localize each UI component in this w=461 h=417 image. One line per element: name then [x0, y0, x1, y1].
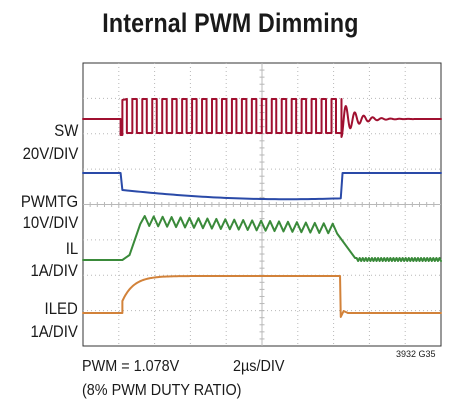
sw-scale-label: 20V/DIV — [22, 144, 78, 163]
il-trace — [82, 215, 442, 262]
pwm-voltage-note: PWM = 1.078V — [82, 358, 180, 375]
il-label: IL — [65, 239, 78, 258]
figure-code: 3932 G35 — [396, 349, 436, 359]
pwmtg-scale-label: 10V/DIV — [22, 213, 78, 232]
iled-trace — [82, 275, 442, 318]
il-scale-label: 1A/DIV — [30, 261, 78, 280]
pwmtg-trace — [82, 172, 442, 201]
sw-label: SW — [53, 121, 78, 140]
sw-trace — [82, 98, 442, 138]
plot-traces — [82, 98, 442, 318]
chart-title: Internal PWM Dimming — [102, 8, 359, 38]
duty-ratio-note: (8% PWM DUTY RATIO) — [82, 382, 242, 399]
iled-scale-label: 1A/DIV — [30, 322, 78, 341]
timebase-note: 2µs/DIV — [233, 358, 285, 375]
plot-grid — [83, 63, 441, 346]
iled-label: ILED — [44, 299, 78, 318]
pwmtg-label: PWMTG — [20, 192, 78, 211]
